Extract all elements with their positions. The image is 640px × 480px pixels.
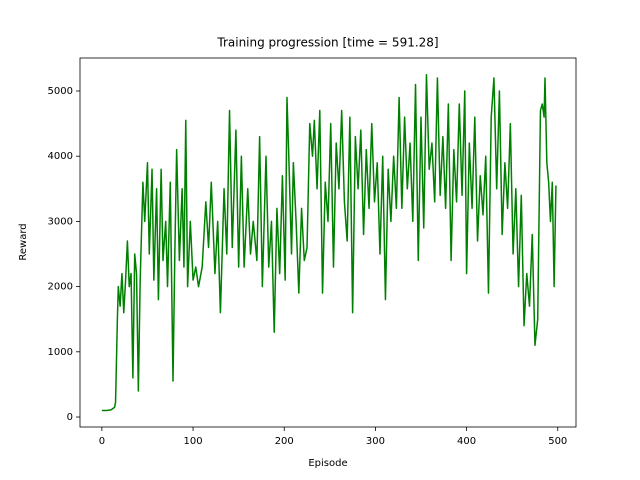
x-tick-label: 0 <box>99 436 105 447</box>
data-line <box>101 73 557 412</box>
y-tick-label: 0 <box>67 412 73 423</box>
y-tick-label: 3000 <box>48 216 73 227</box>
x-tick-label: 100 <box>184 436 203 447</box>
x-axis-label: Episode <box>308 458 347 469</box>
y-tick-label: 4000 <box>48 151 73 162</box>
y-axis-label: Reward <box>18 223 29 260</box>
y-tick-label: 5000 <box>48 86 73 97</box>
x-tick-label: 200 <box>275 436 294 447</box>
x-tick-label: 500 <box>548 436 567 447</box>
y-tick-label: 2000 <box>48 282 73 293</box>
chart-title: Training progression [time = 591.28] <box>216 36 438 50</box>
axes-frame <box>79 57 577 428</box>
x-tick-label: 400 <box>457 436 476 447</box>
x-tick-label: 300 <box>366 436 385 447</box>
y-tick-label: 1000 <box>48 347 73 358</box>
